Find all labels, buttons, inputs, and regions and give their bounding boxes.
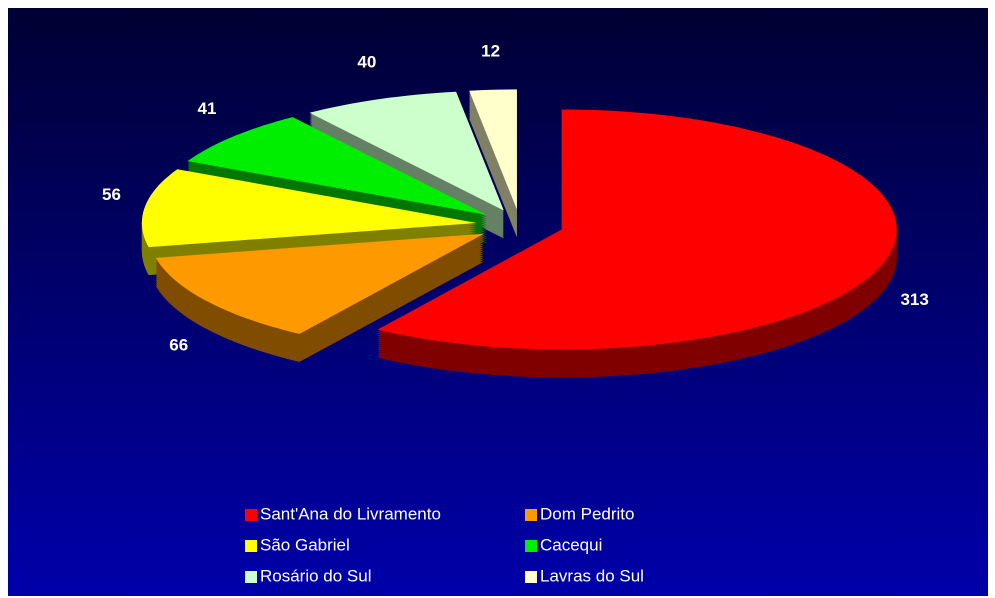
legend-label: Rosário do Sul	[260, 566, 372, 585]
data-label: 313	[900, 290, 928, 309]
slice	[377, 109, 897, 350]
legend-label: Lavras do Sul	[540, 566, 644, 585]
data-label: 12	[481, 41, 500, 60]
data-label: 41	[198, 99, 217, 118]
legend-label: Sant'Ana do Livramento	[260, 504, 441, 523]
legend-swatch	[245, 540, 257, 552]
data-label: 66	[169, 335, 188, 354]
slice	[155, 233, 484, 334]
legend-swatch	[245, 571, 257, 583]
legend-label: Dom Pedrito	[540, 504, 634, 523]
slice	[187, 117, 487, 215]
data-label: 40	[357, 53, 376, 72]
slice	[141, 169, 477, 248]
legend-label: Cacequi	[540, 535, 602, 554]
legend-label: São Gabriel	[260, 535, 350, 554]
legend-swatch	[525, 571, 537, 583]
legend-swatch	[245, 509, 257, 521]
data-label: 56	[102, 185, 121, 204]
slice	[469, 89, 517, 210]
slice	[309, 91, 504, 211]
legend-swatch	[525, 540, 537, 552]
legend-swatch	[525, 509, 537, 521]
